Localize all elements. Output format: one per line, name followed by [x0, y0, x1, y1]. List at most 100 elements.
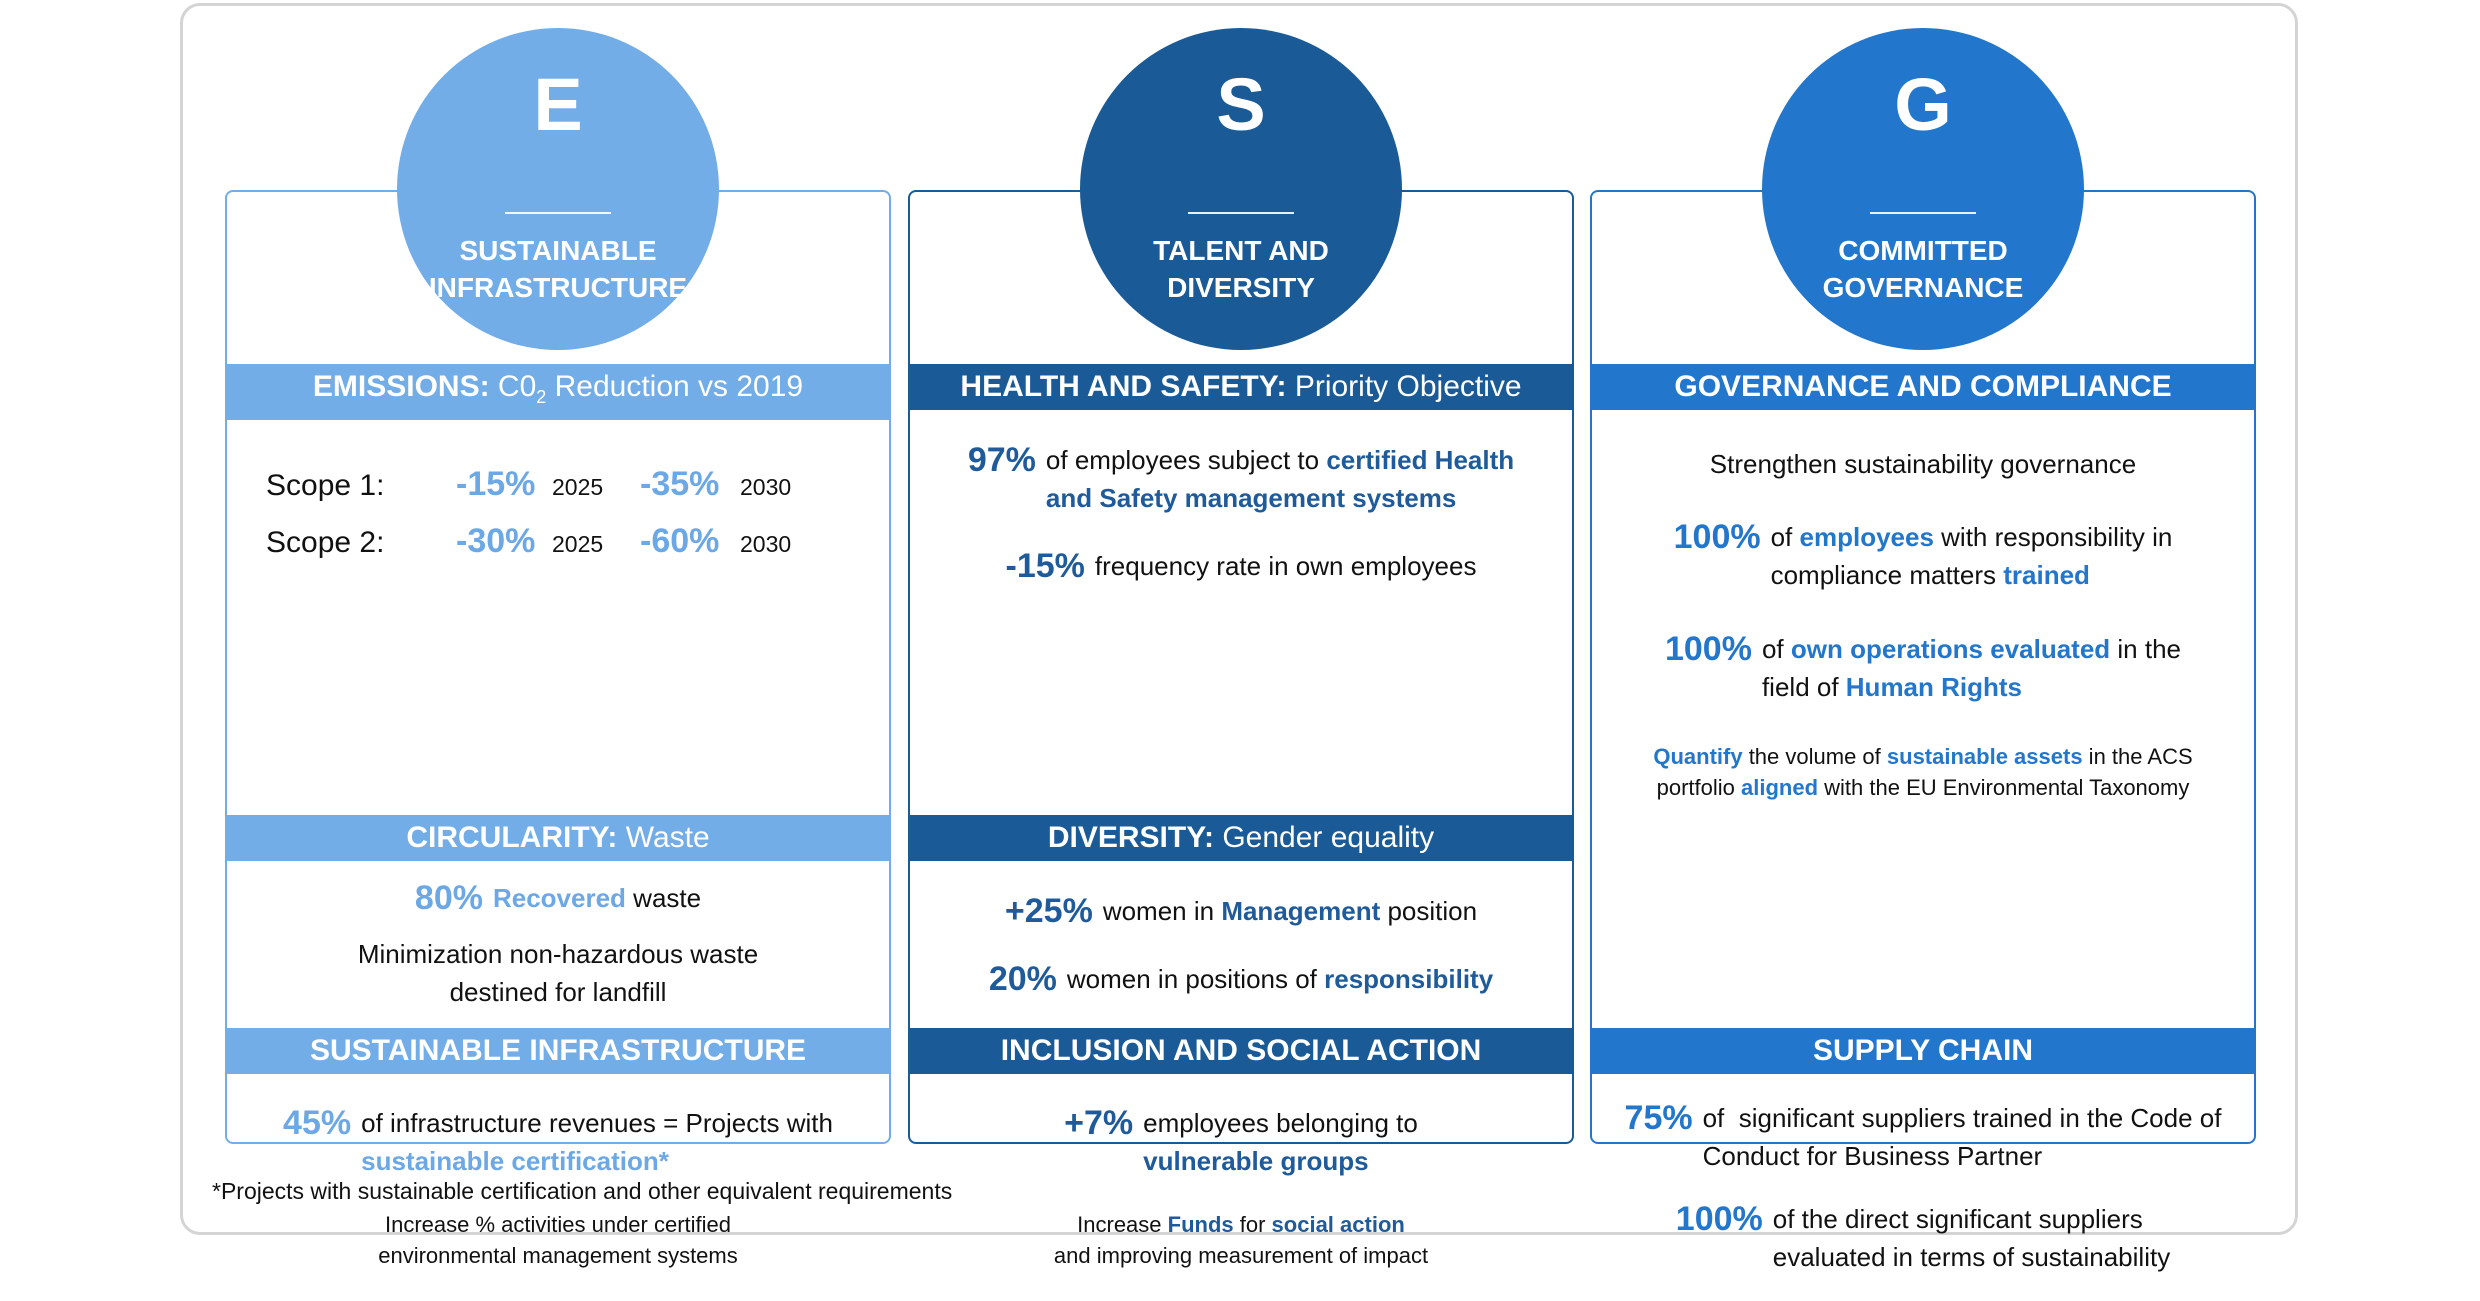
body-text: of significant suppliers trained in the …: [1702, 1103, 2222, 1133]
text-line: Quantify the volume of sustainable asset…: [1653, 741, 2192, 772]
text-line: Minimization non-hazardous waste: [358, 935, 758, 973]
highlight-text: and Safety management systems: [1045, 482, 1457, 513]
body-text: women in positions of: [1066, 964, 1325, 995]
kpi-block: +7% employees belonging to vulnerable grou…: [1064, 1104, 1418, 1180]
text-line: women in Management position: [1103, 892, 1477, 930]
infographic-frame: [180, 3, 2298, 1235]
body-text: Increase % activities under certified: [384, 1212, 732, 1238]
pillar-title: TALENT AND DIVERSITY: [1080, 232, 1402, 306]
kpi-block: 75% of significant suppliers trained in t…: [1625, 1099, 2222, 1175]
section-header: GOVERNANCE AND COMPLIANCE: [1590, 364, 2256, 410]
pillar-title-line: INFRASTRUCTURE: [428, 272, 688, 303]
kpi-text: Quantify the volume of sustainable asset…: [1653, 741, 2192, 803]
section-header-bold: SUSTAINABLE INFRASTRUCTURE: [309, 1034, 807, 1067]
kpi-block: 100% of the direct significant suppliers e…: [1676, 1200, 2170, 1276]
kpi-text: Increase Funds for social action and impr…: [1054, 1209, 1428, 1271]
emissions-table: Scope 1: -15% 2025 -35% 2030 Scope 2: -30% 2025…: [266, 465, 830, 561]
section-body: +7% employees belonging to vulnerable grou…: [910, 1074, 1572, 1301]
section-header-bold: GOVERNANCE AND COMPLIANCE: [1674, 370, 2172, 403]
pillar-title-line: COMMITTED: [1838, 235, 2008, 266]
text-line: of significant suppliers trained in the …: [1703, 1099, 2222, 1137]
kpi-text: Minimization non-hazardous waste destined…: [358, 935, 758, 1011]
kpi-block: Increase Funds for social action and impr…: [1054, 1209, 1428, 1271]
text-line: of employees subject to certified Health: [1046, 441, 1514, 479]
text-line: and improving measurement of impact: [1054, 1240, 1428, 1271]
highlight-text: Recovered: [492, 883, 626, 913]
target-2030: -35%: [640, 465, 720, 503]
kpi-block: Strengthen sustainability governance: [1710, 445, 2136, 483]
body-text: in the: [2110, 633, 2181, 664]
body-text: compliance matters: [1770, 560, 2004, 591]
section-header-rest: Gender equality: [1214, 821, 1435, 854]
pillar-letter: G: [1894, 63, 1952, 146]
section-header-bold: HEALTH AND SAFETY:: [960, 370, 1287, 403]
section-header-bold: DIVERSITY:: [1047, 821, 1214, 854]
body-text: the volume of: [1742, 743, 1887, 769]
highlight-text: responsibility: [1324, 964, 1494, 995]
section-body: 97% of employees subject to certified Hea…: [910, 410, 1572, 616]
text-line: frequency rate in own employees: [1095, 547, 1477, 585]
highlight-text: trained: [2003, 560, 2090, 591]
section-header: EMISSIONS: C02 Reduction vs 2019: [225, 364, 891, 420]
body-text: employees belonging to: [1143, 1107, 1418, 1138]
body-text: field of: [1761, 671, 1846, 702]
body-text: with responsibility in: [1933, 522, 2173, 553]
section-header-rest: Reduction vs 2019: [546, 370, 804, 403]
pillar-title-line: GOVERNANCE: [1822, 272, 2024, 303]
body-text: environmental management systems: [378, 1243, 738, 1269]
kpi-value: 100%: [1673, 518, 1761, 557]
highlight-text: sustainable assets: [1886, 743, 2083, 769]
section-header-subscript: 2: [536, 387, 547, 407]
section-header-bold: SUPPLY CHAIN: [1812, 1034, 2034, 1067]
highlight-text: Human Rights: [1845, 671, 2023, 702]
section-header: HEALTH AND SAFETY: Priority Objective: [908, 364, 1574, 410]
section-body: +25% women in Management position 20% women…: [910, 861, 1572, 1029]
section-body: 75% of significant suppliers trained in t…: [1592, 1074, 2254, 1301]
highlight-text: Funds: [1167, 1212, 1234, 1238]
text-line: environmental management systems: [378, 1240, 738, 1271]
body-text: for: [1233, 1212, 1272, 1238]
year-label: 2030: [740, 474, 792, 500]
pillar-badge: G COMMITTED GOVERNANCE: [1762, 28, 2084, 350]
kpi-block: Increase % activities under certified env…: [378, 1209, 738, 1271]
section-header: DIVERSITY: Gender equality: [908, 815, 1574, 861]
kpi-block: +25% women in Management position: [1005, 892, 1477, 930]
kpi-value: 100%: [1664, 629, 1752, 668]
scope-label: Scope 1:: [266, 469, 385, 502]
kpi-value: 97%: [967, 440, 1036, 479]
body-text: of infrastructure revenues = Projects wi…: [361, 1107, 833, 1138]
pillar-title: SUSTAINABLE INFRASTRUCTURE: [397, 232, 719, 306]
kpi-block: -15% frequency rate in own employees: [1006, 547, 1477, 585]
body-text: with the EU Environmental Taxonomy: [1818, 774, 2190, 800]
section-header-bold: EMISSIONS:: [312, 370, 490, 403]
text-line: portfolio aligned with the EU Environmen…: [1653, 772, 2192, 803]
kpi-value: +25%: [1004, 891, 1093, 930]
body-text: frequency rate in own employees: [1094, 551, 1477, 582]
text-line: evaluated in terms of sustainability: [1773, 1238, 2170, 1276]
highlight-text: vulnerable groups: [1143, 1145, 1369, 1176]
kpi-block: Quantify the volume of sustainable asset…: [1653, 741, 2192, 803]
body-text: destined for landfill: [449, 977, 667, 1007]
section-header: SUPPLY CHAIN: [1590, 1028, 2256, 1074]
text-line: sustainable certification*: [361, 1142, 833, 1180]
footnote: *Projects with sustainable certification…: [212, 1178, 953, 1204]
target-2025: -15%: [456, 465, 536, 503]
highlight-text: own operations evaluated: [1790, 633, 2111, 664]
divider: [505, 212, 611, 214]
kpi-text: Recovered waste: [493, 879, 701, 917]
text-line: field of Human Rights: [1762, 668, 2181, 706]
pillar-letter: S: [1216, 63, 1266, 146]
kpi-block: 20% women in positions of responsibility: [989, 960, 1493, 998]
text-line: women in positions of responsibility: [1067, 960, 1493, 998]
section-body: Scope 1: -15% 2025 -35% 2030 Scope 2: -30% 2025…: [227, 410, 889, 616]
body-text: of: [1761, 633, 1791, 664]
text-line: employees belonging to: [1143, 1104, 1418, 1142]
section-header: SUSTAINABLE INFRASTRUCTURE: [225, 1028, 891, 1074]
highlight-text: certified Health: [1326, 444, 1515, 475]
kpi-value: 45%: [283, 1103, 352, 1142]
section-header-bold: CIRCULARITY:: [406, 821, 618, 854]
kpi-text: women in Management position: [1103, 892, 1477, 930]
divider: [1870, 212, 1976, 214]
year-label: 2025: [552, 531, 604, 557]
text-line: Increase Funds for social action: [1054, 1209, 1428, 1240]
